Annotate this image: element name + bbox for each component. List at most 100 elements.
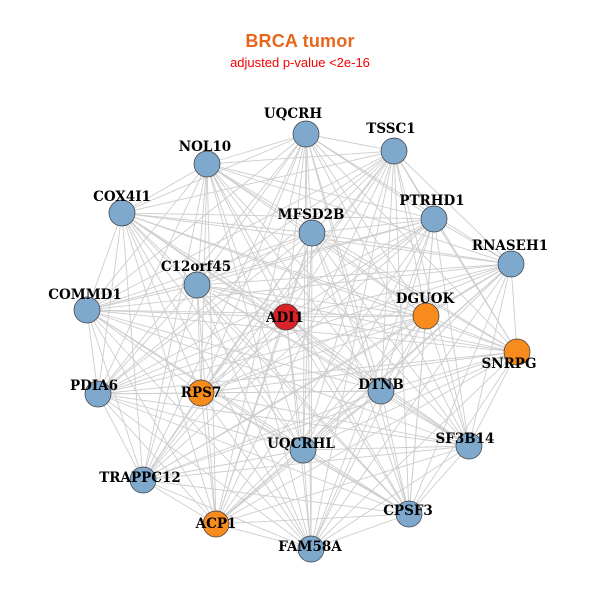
graph-edge [86,309,217,525]
graph-edge [200,390,382,394]
graph-edge [86,133,307,311]
graph-edge [86,309,312,550]
graph-edge [196,218,435,286]
graph-edge [408,351,518,515]
nodes-layer [73,120,531,563]
node-label-DGUOK: DGUOK [396,291,456,307]
node-label-DTNB: DTNB [358,377,404,393]
graph-edge [305,133,395,152]
graph-edge [285,316,410,515]
graph-node-COX4I1 [108,199,136,227]
graph-edge [215,133,307,525]
graph-edge [433,218,470,447]
graph-edge [311,232,382,392]
graph-edge [86,284,198,311]
node-label-RPS7: RPS7 [181,385,222,401]
graph-edge [302,445,470,451]
graph-edge [86,309,518,353]
graph-edge [142,133,307,481]
node-label-FAM58A: FAM58A [278,539,342,555]
graph-edge [97,212,123,395]
node-label-UQCRHL: UQCRHL [267,436,335,452]
graph-node-UQCRHL [289,436,317,464]
graph-edge [408,315,427,515]
graph-edge [86,309,202,394]
graph-edge [97,393,470,447]
node-label-NOL10: NOL10 [179,139,231,155]
graph-edge [121,212,304,451]
node-label-CPSF3: CPSF3 [383,503,433,519]
graph-edge [393,150,512,265]
graph-edge [121,212,410,515]
graph-edge [121,150,395,214]
graph-edge [86,309,144,481]
graph-node-UQCRH [292,120,320,148]
graph-edge [310,390,382,550]
graph-edge [305,133,470,447]
graph-node-PDIA6 [84,380,112,408]
graph-edge [206,163,287,318]
node-label-RNASEH1: RNASEH1 [472,238,548,254]
graph-edge [310,315,427,550]
graph-edge [206,133,307,165]
graph-edge [97,218,435,395]
graph-edge [311,218,435,234]
graph-edge [311,232,512,265]
graph-edge [121,212,202,394]
graph-edge [200,133,307,394]
graph-edge [142,351,518,481]
graph-edge [215,513,410,525]
graph-node-DTNB [367,377,395,405]
graph-edge [86,150,395,311]
graph-edge [305,133,435,220]
graph-edge [305,133,512,265]
graph-edge [380,218,435,392]
graph-edge [302,218,435,451]
graph-edge [196,284,202,394]
graph-edge [302,351,518,451]
graph-edge [121,212,382,392]
graph-edge [215,445,470,525]
graph-edge [302,315,427,451]
graph-edge [206,163,518,353]
graph-edge [86,309,427,317]
graph-edge [285,316,518,353]
graph-edge [142,479,312,550]
graph-edge [142,392,202,481]
graph-edge [196,284,427,317]
graph-edge [97,393,312,550]
graph-edge [206,163,382,392]
graph-edge [425,315,518,353]
graph-edge [215,449,304,525]
node-label-UQCRH: UQCRH [264,106,322,122]
graph-edge [142,479,410,515]
graph-edge [200,392,217,525]
graph-edge [433,218,512,265]
node-label-PDIA6: PDIA6 [70,378,118,394]
graph-edge [121,212,217,525]
graph-edge [97,393,144,481]
graph-edge [380,315,427,392]
graph-edge [393,150,410,515]
graph-edge [200,351,518,394]
graph-edge [97,284,198,395]
graph-node-RNASEH1 [497,250,525,278]
node-label-SF3B14: SF3B14 [436,431,495,447]
graph-edge [206,163,313,234]
graph-edge [142,163,208,481]
graph-edge [97,393,410,515]
graph-node-SF3B14 [455,432,483,460]
node-label-PTRHD1: PTRHD1 [399,193,464,209]
graph-edge [86,309,382,392]
graph-edge [142,284,198,481]
graph-edge [196,263,512,286]
graph-edge [302,449,312,550]
graph-node-CPSF3 [395,500,423,528]
graph-edge [408,263,512,515]
figure-title: BRCA tumor [245,31,355,51]
graph-edge [97,316,287,395]
graph-edge [97,393,304,451]
graph-edge [302,390,382,451]
graph-edge [142,316,287,481]
